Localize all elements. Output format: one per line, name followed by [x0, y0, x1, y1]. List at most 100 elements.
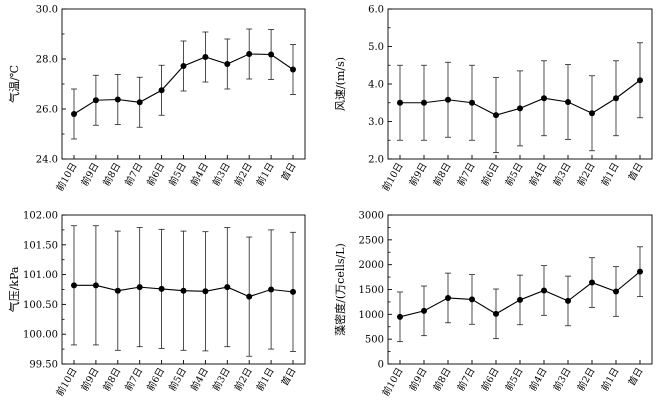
pressure-data-point: [158, 285, 165, 292]
pressure-data-point: [246, 293, 253, 300]
wind-y-tick-label: 3.0: [368, 117, 384, 128]
wind-data-point: [541, 95, 547, 102]
wind-x-tick-label: 前6日: [479, 161, 502, 189]
temperature-y-tick-label: 30.0: [36, 5, 58, 16]
temperature-x-tick-label: 首日: [279, 161, 299, 183]
algae-data-point: [445, 294, 451, 301]
temperature-x-tick-label: 前9日: [79, 161, 102, 189]
wind-x-tick-label: 前1日: [599, 161, 622, 189]
temperature-x-tick-label: 前1日: [254, 161, 277, 189]
temperature-data-point: [246, 51, 253, 57]
algae-y-tick-label: 500: [365, 335, 384, 346]
temperature-x-tick-label: 前3日: [210, 161, 233, 189]
algae-x-tick-label: 前7日: [455, 366, 478, 394]
pressure-data-point: [180, 287, 187, 294]
temperature-y-tick-label: 24.0: [36, 155, 58, 166]
air-temperature-chart: 24.026.028.030.0气温/℃前10日 前9日 前8日 前7日 前6日 前5日前…: [7, 5, 306, 193]
wind-y-tick-label: 4.0: [368, 80, 384, 91]
wind-x-tick-label: 首日: [626, 161, 646, 183]
algae-x-tick-label: 前4日: [527, 366, 550, 394]
pressure-x-tick-label: 前3日: [210, 366, 233, 394]
wind-data-point: [589, 110, 595, 117]
algae-data-point: [517, 296, 523, 303]
algae-x-tick-label: 前9日: [407, 366, 430, 394]
pressure-data-point: [224, 284, 231, 291]
temperature-x-tick-label: 前7日: [122, 161, 145, 189]
wind-x-tick-label: 前8日: [431, 161, 454, 189]
wind-data-point: [613, 95, 619, 102]
algae-data-point: [589, 279, 595, 286]
algae-data-point: [397, 313, 403, 320]
wind-data-point: [421, 99, 427, 106]
temperature-data-point: [71, 111, 77, 117]
wind-data-point: [445, 96, 451, 103]
wind-x-tick-label: 前7日: [455, 161, 478, 189]
algae-data-point: [469, 296, 475, 303]
wind-data-point: [493, 112, 499, 119]
temperature-y-tick-label: 26.0: [36, 105, 58, 116]
pressure-y-tick-label: 101.00: [23, 270, 58, 281]
wind-x-tick-label: 前5日: [503, 161, 526, 189]
temperature-data-point: [136, 99, 143, 106]
algae-y-tick-label: 2500: [359, 235, 384, 246]
wind-x-tick-label: 前2日: [575, 161, 598, 189]
pressure-x-tick-label: 前6日: [144, 366, 167, 394]
pressure-x-tick-label: 前4日: [188, 366, 211, 394]
pressure-y-tick-label: 102.00: [23, 211, 58, 222]
temperature-data-point: [114, 96, 121, 103]
algae-x-tick-label: 前5日: [503, 366, 526, 394]
temperature-x-tick-label: 前6日: [144, 161, 167, 189]
wind-data-point: [397, 99, 403, 106]
wind-speed-chart: 2.03.04.05.06.0风速/(m/s)前10日 前9日 前8日 前7日 前6日前…: [334, 5, 653, 193]
algae-y-tick-label: 1000: [359, 310, 384, 321]
pressure-data-point: [268, 286, 275, 293]
temperature-data-point: [290, 66, 296, 73]
pressure-x-tick-label: 首日: [279, 366, 299, 388]
pressure-y-axis-label: 气压/kPa: [7, 266, 21, 312]
temperature-data-point: [180, 63, 187, 69]
wind-data-point: [469, 99, 475, 106]
algae-x-tick-label: 首日: [626, 366, 646, 388]
algae-x-tick-label: 前6日: [479, 366, 502, 394]
algae-y-tick-label: 2000: [359, 260, 384, 271]
wind-y-axis-label: 风速/(m/s): [334, 57, 347, 111]
pressure-x-tick-label: 前9日: [79, 366, 102, 394]
wind-y-tick-label: 6.0: [368, 5, 384, 16]
wind-x-tick-label: 前9日: [407, 161, 430, 189]
temperature-y-tick-label: 28.0: [36, 55, 58, 66]
pressure-x-tick-label: 前1日: [254, 366, 277, 394]
temperature-data-point: [224, 61, 231, 67]
wind-data-point: [517, 105, 523, 112]
temperature-data-point: [158, 87, 165, 94]
pressure-y-tick-label: 99.50: [29, 360, 58, 371]
pressure-x-tick-label: 前8日: [100, 366, 123, 394]
temperature-data-point: [202, 54, 209, 60]
algae-x-tick-label: 前8日: [431, 366, 454, 394]
algae-x-tick-label: 前3日: [551, 366, 574, 394]
pressure-data-point: [136, 284, 143, 291]
pressure-x-tick-label: 前5日: [166, 366, 189, 394]
pressure-y-tick-label: 101.50: [23, 240, 58, 251]
pressure-x-tick-label: 前2日: [232, 366, 255, 394]
temperature-data-point: [268, 51, 275, 58]
algae-data-point: [421, 307, 427, 314]
pressure-data-point: [290, 288, 296, 295]
algae-data-point: [613, 288, 619, 295]
pressure-y-tick-label: 100.00: [23, 330, 58, 341]
wind-x-tick-label: 前4日: [527, 161, 550, 189]
pressure-data-point: [202, 288, 209, 295]
wind-y-tick-label: 2.0: [368, 155, 384, 166]
pressure-data-point: [114, 287, 121, 294]
algae-data-point: [637, 268, 643, 275]
algae-y-tick-label: 3000: [359, 211, 384, 222]
temperature-data-point: [92, 97, 99, 104]
temperature-y-axis-label: 气温/℃: [7, 65, 21, 103]
pressure-y-tick-label: 100.50: [23, 300, 58, 311]
algae-data-point: [493, 310, 499, 317]
air-pressure-chart: 99.50 100.00 100.50 101.00 101.50 102.00 气压/kP…: [7, 211, 306, 398]
wind-x-tick-label: 前3日: [551, 161, 574, 189]
temperature-x-tick-label: 前2日: [232, 161, 255, 189]
algae-data-point: [565, 297, 571, 304]
algae-y-axis-label: 藻密度/(万cells/L): [333, 243, 347, 336]
